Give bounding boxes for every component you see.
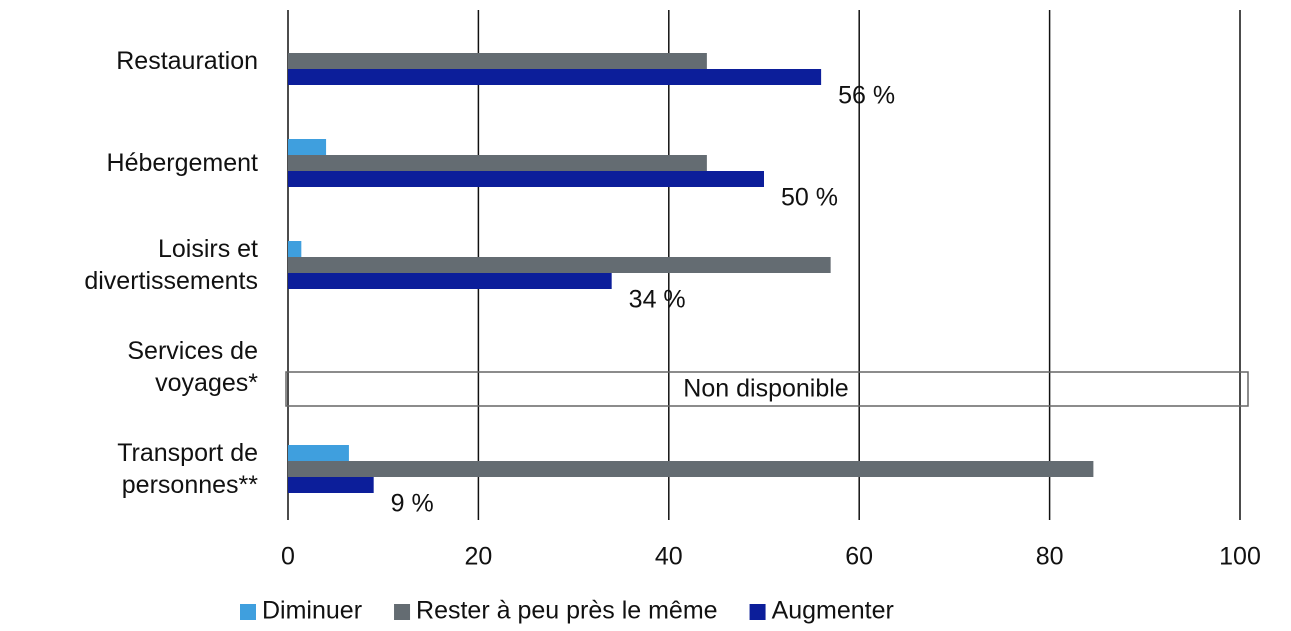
data-label: 34 % (629, 286, 686, 314)
legend-swatch (749, 604, 766, 620)
x-tick-label: 20 (464, 543, 492, 571)
bar (288, 171, 764, 187)
x-tick-label: 60 (845, 543, 873, 571)
data-label: 50 % (781, 184, 838, 212)
legend-swatch (394, 604, 411, 620)
data-label: 9 % (391, 490, 434, 518)
legend-label: Rester à peu près le même (416, 597, 718, 625)
x-tick-label: 0 (281, 543, 295, 571)
y-tick-label: Hébergement (106, 149, 258, 177)
y-tick-label: Restauration (116, 47, 258, 75)
x-tick-label: 40 (655, 543, 683, 571)
data-label: 56 % (838, 82, 895, 110)
y-tick-label: Loisirs et divertissements (84, 235, 258, 295)
bar (288, 477, 374, 493)
bar (288, 69, 822, 85)
annotation-box (285, 371, 1249, 407)
legend-label: Diminuer (262, 597, 362, 625)
bar (288, 155, 707, 171)
bar (288, 53, 707, 69)
bar (288, 241, 302, 257)
x-tick-label: 100 (1219, 543, 1261, 571)
bar (288, 445, 349, 461)
bar (288, 257, 831, 273)
bar (288, 273, 612, 289)
bar (288, 461, 1094, 477)
bar (288, 139, 327, 155)
legend-swatch (240, 604, 256, 620)
legend-label: Augmenter (772, 597, 894, 625)
x-tick-label: 80 (1036, 543, 1064, 571)
annotation: Non disponible (683, 375, 848, 403)
y-tick-label: Transport de personnes** (117, 439, 258, 499)
y-tick-label: Services de voyages* (127, 337, 258, 397)
